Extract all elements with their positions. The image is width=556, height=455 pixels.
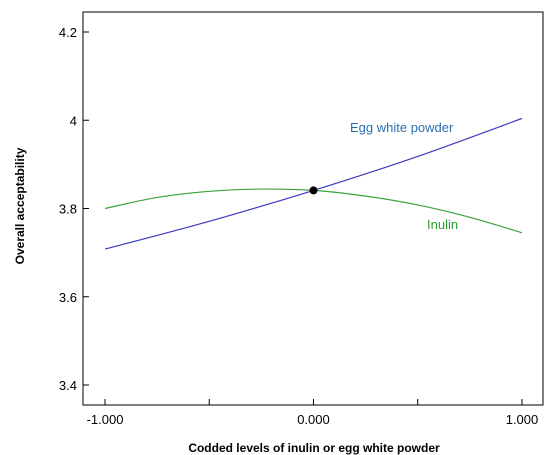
plot-area bbox=[82, 11, 544, 406]
center-point-marker bbox=[309, 186, 318, 195]
x-axis-title: Codded levels of inulin or egg white pow… bbox=[188, 441, 440, 455]
y-axis-title: Overall acceptability bbox=[13, 147, 27, 264]
y-tick-label: 4 bbox=[70, 113, 77, 128]
series-label-inulin: Inulin bbox=[427, 217, 458, 232]
y-tick-label: 3.8 bbox=[59, 202, 77, 217]
y-tick-label: 4.2 bbox=[59, 25, 77, 40]
x-tick-label: 0.000 bbox=[297, 412, 330, 427]
x-axis-ticks: -1.000 0.000 1.000 bbox=[87, 399, 539, 427]
x-tick-label: 1.000 bbox=[506, 412, 539, 427]
y-axis-ticks: 3.4 3.6 3.8 4 4.2 bbox=[59, 25, 89, 393]
series-label-egg-white-powder: Egg white powder bbox=[350, 120, 454, 135]
y-tick-label: 3.6 bbox=[59, 290, 77, 305]
x-tick-label: -1.000 bbox=[87, 412, 124, 427]
series-labels: Egg white powder Inulin bbox=[350, 120, 458, 232]
y-tick-label: 3.4 bbox=[59, 378, 77, 393]
